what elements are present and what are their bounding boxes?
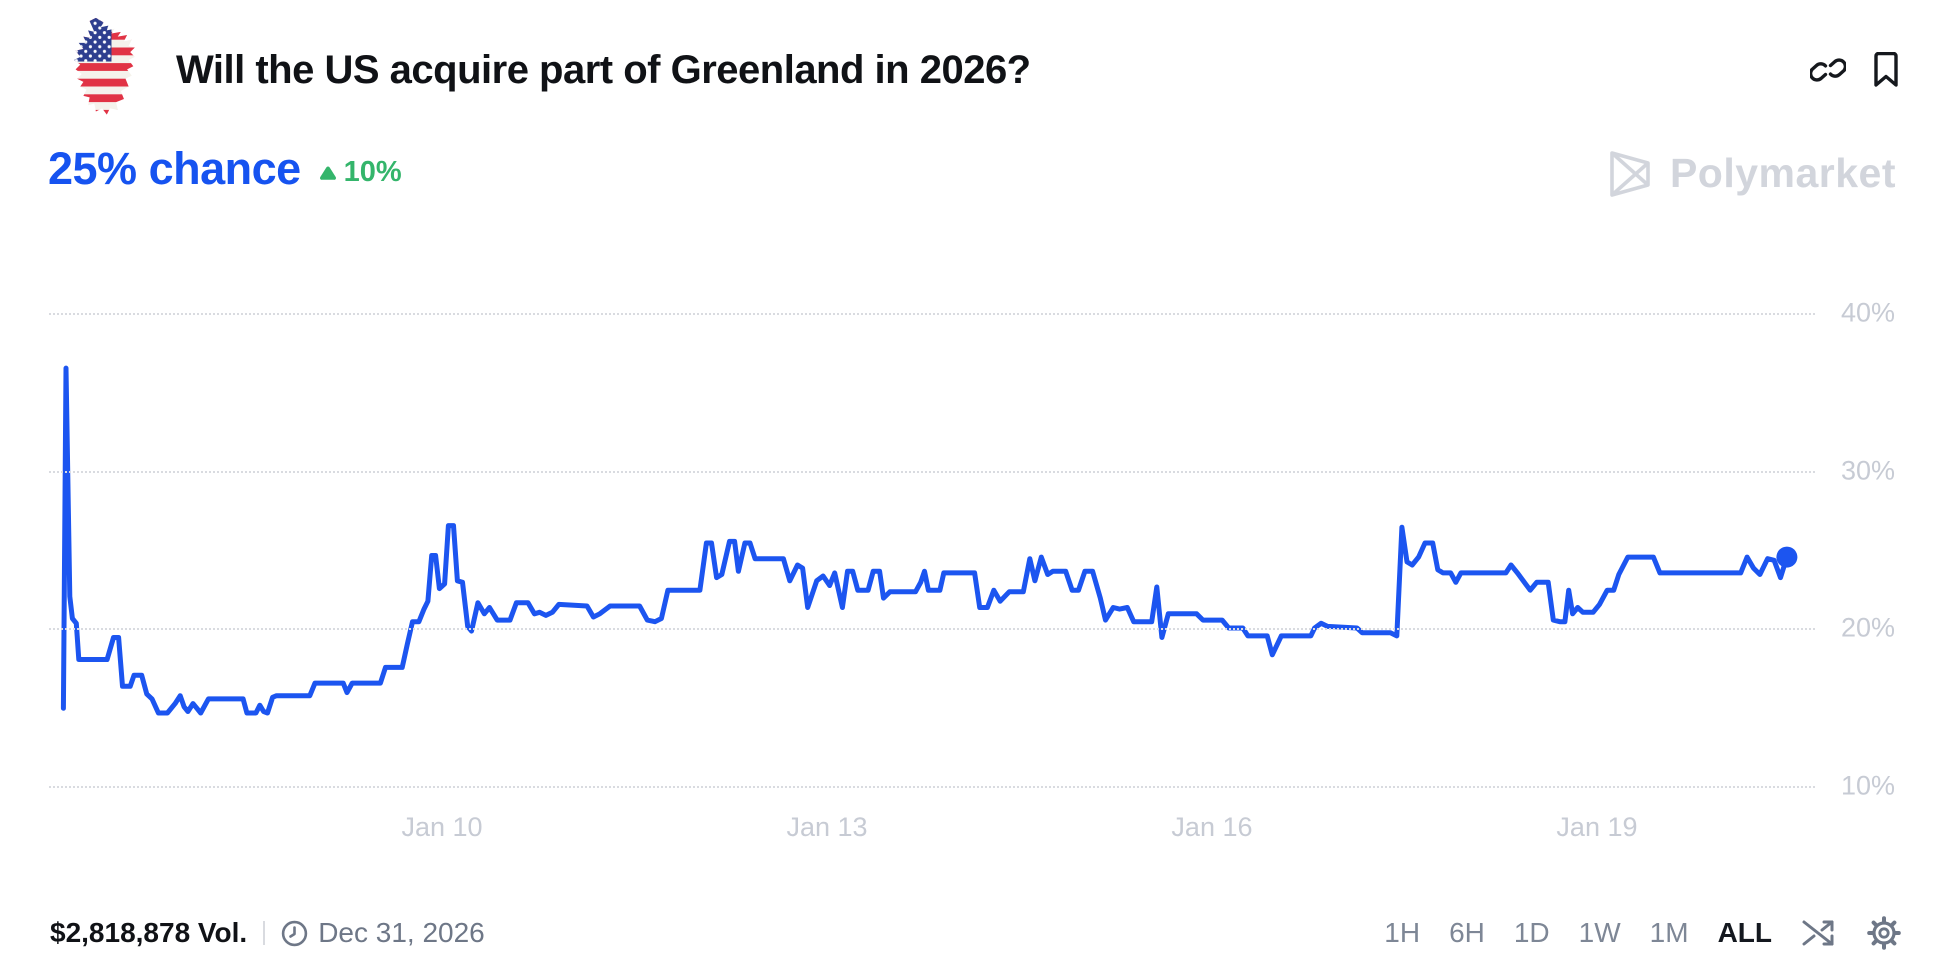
gridline-40% [49,313,1815,315]
gridline-30% [49,470,1815,473]
header-actions [1810,52,1900,88]
y-axis-label-30%: 30% [1841,455,1896,485]
x-axis-label-jan-13: Jan 13 [786,812,868,842]
chance-change: 10% [319,156,402,189]
last-price-dot [1776,546,1798,568]
polymarket-logo-icon [1610,150,1650,197]
chance-row: 25% chance 10% [48,143,402,195]
price-line [60,365,1790,716]
range-button-1m[interactable]: 1M [1649,917,1689,948]
range-button-1d[interactable]: 1D [1513,917,1550,948]
y-axis-label-10%: 10% [1841,770,1896,800]
x-axis-label-jan-10: Jan 10 [401,812,483,842]
chance-change-value: 10% [343,156,402,188]
range-button-1w[interactable]: 1W [1578,917,1621,948]
page-title: Will the US acquire part of Greenland in… [176,48,1031,92]
range-button-all[interactable]: ALL [1717,917,1772,948]
range-buttons: 1H 6H 1D 1W 1M ALL [1384,917,1772,949]
range-button-6h[interactable]: 6H [1449,917,1485,948]
link-icon[interactable] [1810,53,1846,87]
volume-text: $2,818,878 Vol. [50,917,248,948]
footer-left: $2,818,878 Vol. Dec 31, 2026 [50,913,485,953]
watermark-brand: Polymarket [1669,150,1896,196]
bookmark-icon[interactable] [1872,52,1900,88]
up-triangle-icon [319,166,336,180]
y-axis-label-20%: 20% [1841,612,1896,643]
time-range-toolbar: 1H 6H 1D 1W 1M ALL [1384,911,1902,955]
gridline-10% [49,785,1815,788]
chance-value: 25% chance [48,143,301,194]
polymarket-watermark: Polymarket [1606,150,1896,197]
x-axis-label-jan-16: Jan 16 [1171,812,1253,842]
x-axis-label-jan-19: Jan 19 [1556,812,1638,842]
end-date: Dec 31, 2026 [281,917,485,949]
shuffle-icon[interactable] [1801,918,1837,948]
gridline-20% [49,628,1815,630]
clock-icon [281,920,308,946]
y-axis-label-40%: 40% [1841,297,1896,328]
range-button-1h[interactable]: 1H [1384,917,1421,948]
greenland-us-flag-icon [74,17,135,115]
gear-icon[interactable] [1866,915,1902,951]
end-date-text: Dec 31, 2026 [318,917,485,948]
footer-divider [263,921,266,945]
